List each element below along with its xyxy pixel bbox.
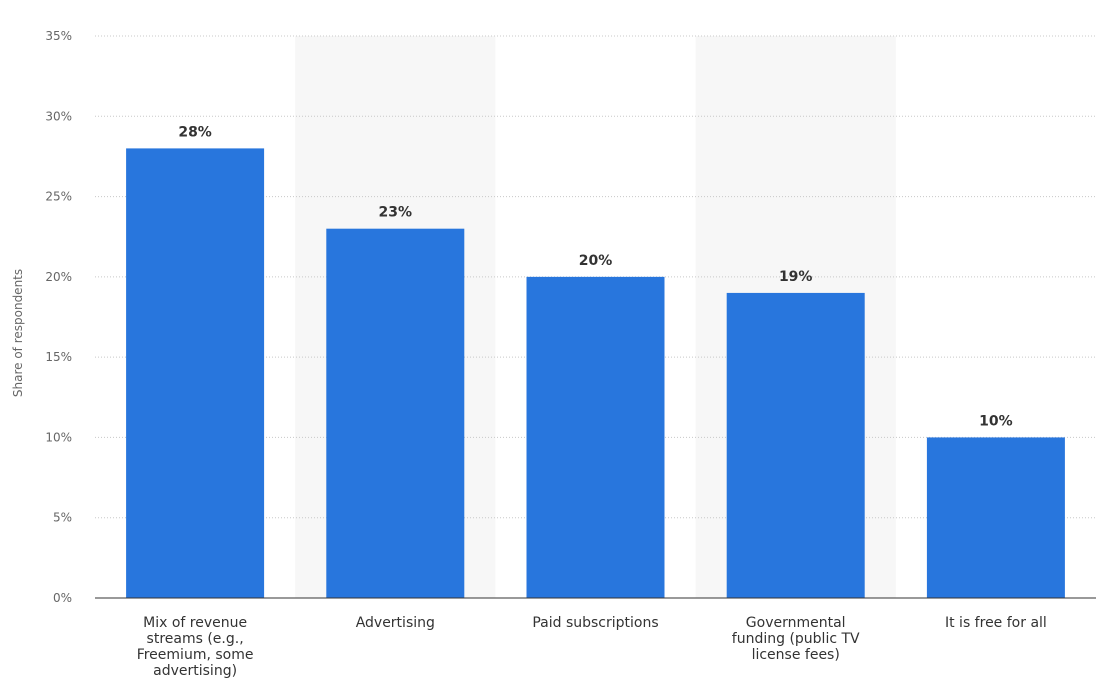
y-tick-label: 20% <box>45 270 72 284</box>
x-axis-category-labels: Mix of revenue streams (e.g., Freemium, so… <box>137 615 1047 679</box>
y-tick-label: 10% <box>45 430 72 444</box>
data-labels: 28% 23% 20% 19% 10% <box>178 124 1012 429</box>
bar[interactable] <box>326 228 465 598</box>
y-tick-label: 15% <box>45 350 72 364</box>
x-category-label: Mix of revenue streams (e.g., Freemium, so… <box>137 615 254 679</box>
data-label: 19% <box>779 269 813 285</box>
y-tick-label: 0% <box>53 591 72 605</box>
bars <box>126 148 1065 598</box>
data-label: 20% <box>579 253 613 269</box>
data-label: 23% <box>379 205 413 221</box>
y-tick-label: 5% <box>53 511 72 525</box>
y-axis-title: Share of respondents <box>11 269 25 397</box>
data-label: 28% <box>178 124 212 140</box>
y-axis-ticks: 0% 5% 10% 15% 20% 25% 30% 35% <box>45 29 72 605</box>
y-tick-label: 30% <box>45 109 72 123</box>
bar[interactable] <box>926 437 1065 598</box>
bar[interactable] <box>726 292 865 598</box>
x-category-label: It is free for all <box>945 615 1047 631</box>
data-label: 10% <box>979 413 1013 429</box>
y-tick-label: 25% <box>45 190 72 204</box>
bar[interactable] <box>526 276 665 598</box>
bar[interactable] <box>126 148 265 598</box>
x-category-label: Governmental funding (public TV license fe… <box>732 615 860 663</box>
x-category-label: Paid subscriptions <box>532 615 658 631</box>
x-category-label: Advertising <box>356 615 435 631</box>
y-tick-label: 35% <box>45 29 72 43</box>
